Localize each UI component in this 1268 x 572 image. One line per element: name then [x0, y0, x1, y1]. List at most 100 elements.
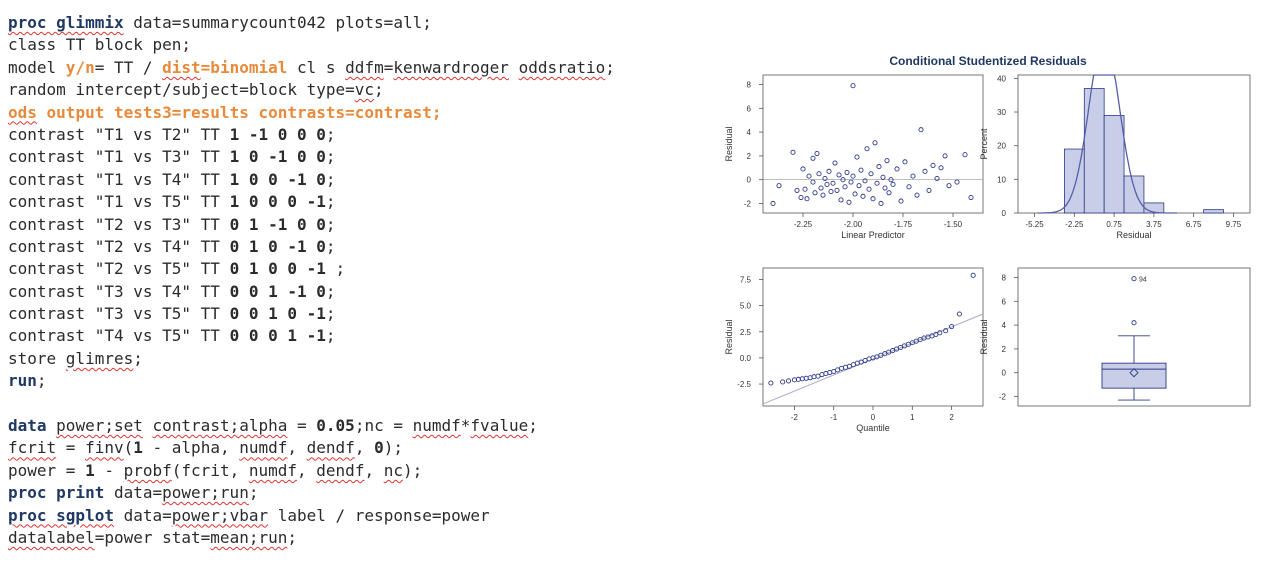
code-token: = TT / — [94, 57, 163, 77]
code-token: 1 0 0 0 -1 — [229, 192, 326, 212]
data-point — [876, 164, 882, 170]
y-tick-label: 2 — [747, 152, 752, 161]
code-token: datalabel — [8, 527, 95, 547]
code-line: contrast "T3 vs T5" TT 0 0 1 0 -1; — [8, 303, 698, 325]
code-token: ; — [325, 124, 336, 144]
code-token: ddfm — [345, 57, 384, 77]
histogram-bar — [1123, 175, 1145, 214]
data-point — [842, 184, 848, 190]
code-token: 0 1 0 -1 0 — [229, 236, 326, 256]
code-line: contrast "T2 vs T5" TT 0 1 0 0 -1 ; — [8, 258, 698, 280]
data-point — [850, 173, 856, 179]
code-token — [509, 58, 519, 77]
code-token: run — [8, 371, 37, 391]
code-token: kenwardroger — [393, 57, 509, 77]
code-line: contrast "T1 vs T4" TT 1 0 0 -1 0; — [8, 169, 698, 191]
data-point — [872, 140, 878, 146]
residual-panel: Conditional Studentized Residuals -2 0 2 4 6… — [718, 50, 1258, 450]
code-token: , — [297, 460, 317, 480]
data-point — [844, 170, 850, 176]
code-token: 1 — [133, 438, 143, 458]
x-tick-label: -2.00 — [844, 220, 863, 229]
x-tick-label: 2 — [949, 413, 954, 422]
code-line: contrast "T1 vs T2" TT 1 -1 0 0 0; — [8, 124, 698, 146]
code-token: 0 0 1 -1 0 — [229, 281, 326, 301]
code-line: store glimres; — [8, 348, 698, 370]
x-tick-label: -1.50 — [944, 220, 963, 229]
y-tick-label: 0 — [1002, 209, 1007, 218]
code-token: ; — [325, 147, 336, 167]
data-point — [914, 192, 920, 198]
data-point — [882, 185, 888, 191]
code-token: power;set — [56, 416, 143, 436]
code-token: ods — [8, 102, 37, 122]
data-point — [826, 168, 832, 174]
code-token: ; — [325, 192, 336, 212]
code-token: numdf — [248, 460, 298, 480]
code-line: run; — [8, 370, 698, 392]
code-token: ; — [325, 281, 336, 301]
data-point — [840, 177, 846, 183]
code-token: ; — [36, 371, 47, 391]
code-line: fcrit = finv(1 - alpha, numdf, dendf, 0)… — [8, 437, 698, 459]
data-point — [942, 153, 948, 159]
code-line — [8, 393, 698, 415]
data-point — [832, 160, 838, 166]
data-point — [820, 192, 826, 198]
data-point — [926, 187, 932, 193]
x-tick-label: 3.75 — [1146, 220, 1162, 229]
code-token: - alpha, — [142, 438, 240, 458]
data-point — [860, 193, 866, 199]
code-token: probf — [123, 460, 172, 480]
data-point — [806, 173, 812, 179]
code-token: data — [8, 416, 47, 436]
code-token: data=summarycount042 plots=all; — [123, 13, 432, 32]
data-point — [968, 194, 974, 201]
code-editor[interactable]: proc glimmix data=summarycount042 plots=… — [8, 12, 698, 549]
data-point — [934, 175, 940, 182]
code-token: ( — [123, 438, 134, 458]
data-point — [790, 149, 796, 155]
code-token: contrast "T2 vs T4" TT — [8, 236, 230, 256]
x-tick-label: 9.75 — [1226, 220, 1242, 229]
code-line: datalabel=power stat=mean;run; — [8, 527, 698, 549]
code-token — [143, 416, 153, 435]
data-point — [956, 311, 962, 317]
data-point — [888, 177, 894, 183]
data-point — [816, 171, 822, 177]
code-token: 1 0 -1 0 0 — [229, 147, 326, 167]
data-point — [866, 186, 872, 192]
data-point — [856, 183, 862, 189]
code-line: data power;set contrast;alpha = 0.05;nc … — [8, 415, 698, 437]
data-point — [938, 165, 944, 171]
y-tick-label: 5.0 — [740, 302, 752, 311]
data-point — [822, 175, 828, 182]
code-token: label / response=power — [268, 505, 490, 525]
code-token: fvalue — [470, 416, 529, 436]
code-token: power = — [8, 460, 86, 480]
code-token: ; — [374, 80, 384, 100]
code-line: ods output tests3=results contrasts=cont… — [8, 102, 698, 124]
data-point — [846, 199, 852, 205]
code-token: 0.05 — [316, 416, 355, 436]
plot-frame — [762, 267, 984, 407]
code-token: power;run — [162, 483, 249, 503]
code-token: contrast "T2 vs T5" TT — [8, 259, 230, 279]
code-token: y/n — [65, 57, 95, 77]
residual-panel-svg: Conditional Studentized Residuals -2 0 2 4 6… — [724, 54, 1251, 433]
code-token: glimres — [65, 348, 134, 368]
x-tick-label: -2.25 — [794, 220, 813, 229]
data-point — [862, 178, 868, 184]
data-point — [886, 190, 892, 196]
code-token: 0 — [374, 438, 384, 458]
code-token: contrast "T3 vs T5" TT — [8, 304, 230, 324]
data-point — [954, 179, 960, 185]
x-tick-label: -1 — [830, 413, 838, 422]
y-tick-label: 8 — [747, 81, 752, 90]
data-point — [858, 167, 864, 173]
y-tick-label: 30 — [997, 108, 1006, 117]
data-point — [949, 323, 955, 330]
code-token: power;vbar — [171, 505, 269, 525]
histogram-bar — [1103, 114, 1125, 214]
code-token: , — [354, 438, 375, 458]
